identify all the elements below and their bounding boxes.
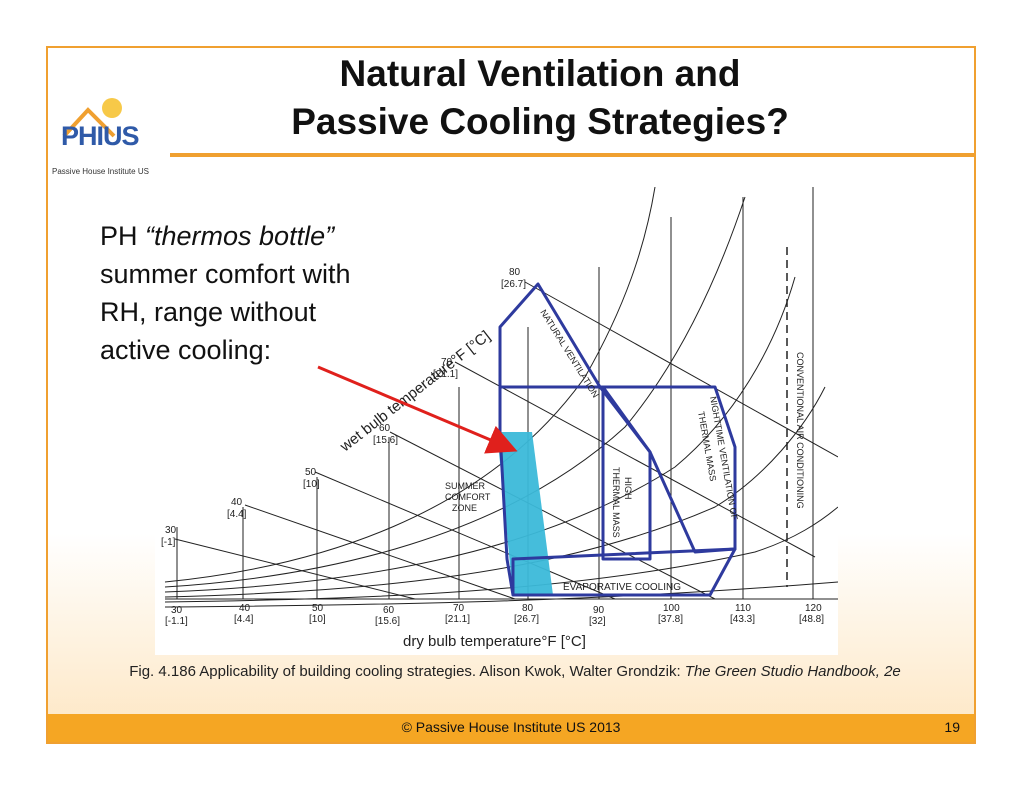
caption-main: Fig. 4.186 Applicability of building coo… bbox=[129, 663, 685, 680]
db-tick-50-c: [10] bbox=[309, 614, 326, 625]
db-tick-120-f: 120 bbox=[805, 603, 822, 614]
db-tick-110-f: 110 bbox=[735, 603, 751, 614]
summer-comfort-label-1: SUMMER bbox=[445, 481, 485, 491]
summer-comfort-label-2: COMFORT bbox=[445, 492, 491, 502]
summer-comfort-zone-fill bbox=[497, 432, 553, 595]
title-rule bbox=[170, 153, 976, 157]
db-tick-40-f: 40 bbox=[239, 603, 251, 614]
db-tick-90-c: [32] bbox=[589, 616, 606, 627]
db-tick-80-c: [26.7] bbox=[514, 614, 539, 625]
db-tick-30-f: 30 bbox=[171, 605, 183, 616]
wb-tick-30-f: 30 bbox=[165, 525, 177, 536]
conventional-ac-label: CONVENTIONAL AIR CONDITIONING bbox=[795, 352, 805, 509]
db-tick-90-f: 90 bbox=[593, 605, 605, 616]
footer-bar: © Passive House Institute US 2013 19 bbox=[48, 714, 974, 742]
phius-logo bbox=[62, 98, 122, 138]
db-tick-60-c: [15.6] bbox=[375, 616, 400, 627]
comfort-note: PH “thermos bottle” summer comfort with … bbox=[100, 217, 430, 369]
page-number: 19 bbox=[944, 719, 960, 735]
db-tick-110-c: [43.3] bbox=[730, 614, 755, 625]
logo-mark: PHIUS bbox=[61, 121, 140, 151]
figure-caption: Fig. 4.186 Applicability of building coo… bbox=[80, 660, 950, 683]
psychrometric-chart: NATURAL VENTILATION SUMMER COMFORT ZONE … bbox=[155, 187, 838, 655]
wb-tick-50-c: [10] bbox=[303, 479, 320, 490]
rh-curves bbox=[164, 187, 838, 608]
wb-tick-70-f: 70 bbox=[441, 357, 453, 368]
high-thermal-mass-label-2: THERMAL MASS bbox=[611, 467, 621, 538]
db-tick-100-c: [37.8] bbox=[658, 614, 683, 625]
wb-tick-40-c: [4.4] bbox=[227, 509, 247, 520]
evaporative-cooling-zone bbox=[511, 547, 737, 597]
wb-tick-80-c: [26.7] bbox=[501, 279, 526, 290]
dry-bulb-tick-labels: 30 [-1.1] 40 [4.4] 50 [10] 60 [15.6] 70 … bbox=[165, 603, 824, 627]
wb-tick-60-c: [15.6] bbox=[373, 435, 398, 446]
dry-bulb-gridlines bbox=[165, 187, 838, 600]
note-line-2: summer comfort with bbox=[100, 259, 351, 289]
db-tick-30-c: [-1.1] bbox=[165, 616, 188, 627]
db-tick-40-c: [4.4] bbox=[234, 614, 254, 625]
wet-bulb-tick-labels: 30 [-1] 40 [4.4] 50 [10] 60 [15.6] 70 [2… bbox=[161, 267, 526, 548]
note-line-3: RH, range without bbox=[100, 297, 317, 327]
db-tick-120-c: [48.8] bbox=[799, 614, 824, 625]
title-line-2: Passive Cooling Strategies? bbox=[291, 101, 789, 142]
high-thermal-mass-label-1: HIGH bbox=[623, 477, 633, 500]
db-tick-80-f: 80 bbox=[522, 603, 534, 614]
slide-title: Natural Ventilation and Passive Cooling … bbox=[230, 50, 850, 146]
wb-tick-40-f: 40 bbox=[231, 497, 243, 508]
caption-book-title: The Green Studio Handbook, 2e bbox=[684, 663, 901, 680]
strategy-outlines bbox=[498, 282, 737, 597]
wb-tick-70-c: [21.1] bbox=[433, 369, 458, 380]
wet-bulb-lines bbox=[174, 281, 838, 600]
comfort-zone-outline bbox=[498, 387, 515, 596]
house-roof-icon bbox=[62, 107, 116, 138]
db-tick-70-f: 70 bbox=[453, 603, 465, 614]
db-tick-70-c: [21.1] bbox=[445, 614, 470, 625]
title-line-1: Natural Ventilation and bbox=[339, 53, 741, 94]
logo-subtitle: Passive House Institute US bbox=[52, 167, 149, 176]
evaporative-cooling-label: EVAPORATIVE COOLING bbox=[563, 582, 681, 593]
db-tick-50-f: 50 bbox=[312, 603, 324, 614]
footer-copyright: © Passive House Institute US 2013 bbox=[401, 719, 621, 735]
wb-tick-30-c: [-1] bbox=[161, 537, 176, 548]
wb-tick-60-f: 60 bbox=[379, 423, 391, 434]
wb-tick-80-f: 80 bbox=[509, 267, 521, 278]
db-tick-60-f: 60 bbox=[383, 605, 395, 616]
sun-icon bbox=[102, 98, 122, 118]
note-line-4: active cooling: bbox=[100, 335, 272, 365]
dry-bulb-axis-label: dry bulb temperature°F [°C] bbox=[403, 633, 586, 650]
summer-comfort-label-3: ZONE bbox=[452, 503, 477, 513]
note-line-1: PH “thermos bottle” bbox=[100, 221, 335, 251]
db-tick-100-f: 100 bbox=[663, 603, 680, 614]
wb-tick-50-f: 50 bbox=[305, 467, 317, 478]
